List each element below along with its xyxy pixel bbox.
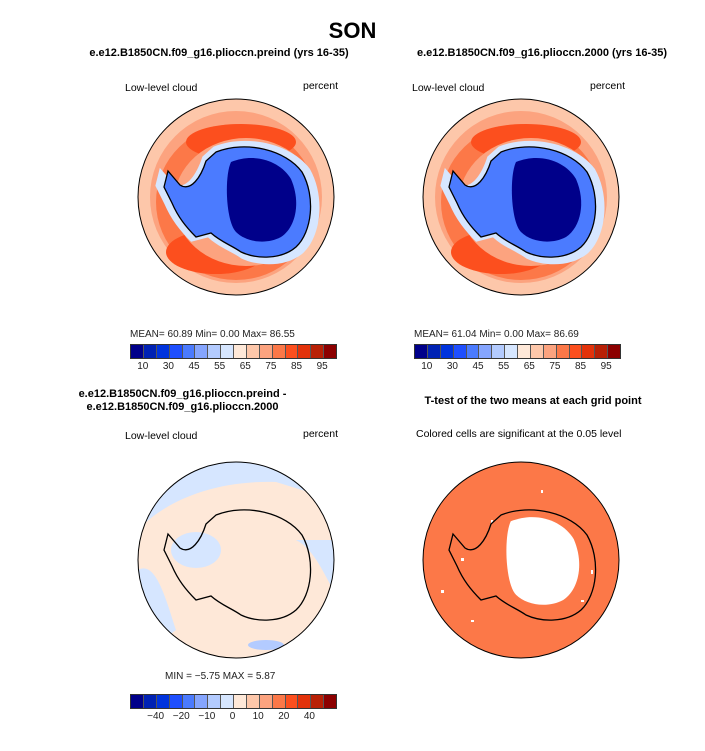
- panel2-variable-label: Low-level cloud: [412, 82, 485, 94]
- colorbar-swatch: [131, 345, 144, 358]
- colorbar-tick-label: 55: [498, 361, 510, 372]
- colorbar-swatch: [556, 345, 570, 358]
- colorbar-swatch: [221, 695, 234, 708]
- map-difference: [138, 462, 334, 658]
- colorbar-swatch: [492, 345, 506, 358]
- colorbar-tick-label: 20: [278, 711, 290, 722]
- colorbar-swatch: [169, 695, 183, 708]
- figure-title: SON: [328, 18, 377, 43]
- map-preind-border: [137, 98, 335, 296]
- colorbar-swatch: [208, 345, 222, 358]
- colorbar-swatch: [221, 345, 234, 358]
- colorbar-swatch: [298, 695, 312, 708]
- colorbar-tick-label: 0: [229, 711, 236, 722]
- colorbar-tick-label: 65: [239, 361, 251, 372]
- colorbar-swatch: [324, 695, 336, 708]
- colorbar-preind: [130, 344, 337, 359]
- colorbar-tick-label: 30: [446, 361, 458, 372]
- colorbar-swatch: [479, 345, 493, 358]
- colorbar-swatch: [298, 345, 312, 358]
- colorbar-swatch: [208, 695, 222, 708]
- colorbar-tick-label: −40: [147, 711, 165, 722]
- colorbar-difference: [130, 694, 337, 709]
- colorbar-swatch: [440, 345, 454, 358]
- colorbar-swatch: [466, 345, 480, 358]
- colorbar-swatch: [285, 345, 299, 358]
- colorbar-swatch: [234, 695, 247, 708]
- colorbar-swatch: [415, 345, 428, 358]
- colorbar-tick-label: 10: [137, 361, 149, 372]
- colorbar-swatch: [143, 695, 157, 708]
- colorbar-swatch: [505, 345, 518, 358]
- colorbar-swatch: [530, 345, 544, 358]
- colorbar-tick-label: 85: [291, 361, 303, 372]
- colorbar-tick-label: 95: [316, 361, 328, 372]
- colorbar-swatch: [608, 345, 620, 358]
- colorbar-swatch: [259, 345, 273, 358]
- colorbar-tick-label: 85: [575, 361, 587, 372]
- colorbar-tick-label: −20: [172, 711, 190, 722]
- map-difference-border: [137, 461, 335, 659]
- panel4-note: Colored cells are significant at the 0.0…: [416, 428, 622, 440]
- colorbar-tick-label: −10: [198, 711, 216, 722]
- map-ttest-border: [422, 461, 620, 659]
- colorbar-swatch: [246, 695, 260, 708]
- panel3-stats: MIN = −5.75 MAX = 5.87: [165, 671, 276, 682]
- colorbar-swatch: [234, 345, 247, 358]
- colorbar-tick-label: 75: [549, 361, 561, 372]
- colorbar-swatch: [311, 345, 325, 358]
- colorbar-swatch: [453, 345, 467, 358]
- colorbar-swatch: [543, 345, 557, 358]
- map-2000: [423, 99, 619, 295]
- map-2000-border: [422, 98, 620, 296]
- panel4-title: T-test of the two means at each grid poi…: [424, 395, 642, 407]
- panel1-stats: MEAN= 60.89 Min= 0.00 Max= 86.55: [130, 329, 295, 340]
- colorbar-swatch: [156, 695, 170, 708]
- colorbar-swatch: [324, 345, 336, 358]
- colorbar-swatch: [285, 695, 299, 708]
- colorbar-tick-label: 55: [214, 361, 226, 372]
- colorbar-swatch: [582, 345, 596, 358]
- colorbar-swatch: [195, 345, 209, 358]
- panel2-title: e.e12.B1850CN.f09_g16.plioccn.2000 (yrs …: [416, 47, 668, 59]
- panel2-stats: MEAN= 61.04 Min= 0.00 Max= 86.69: [414, 329, 579, 340]
- colorbar-2000: [414, 344, 621, 359]
- colorbar-swatch: [595, 345, 609, 358]
- colorbar-swatch: [169, 345, 183, 358]
- panel3-title: e.e12.B1850CN.f09_g16.plioccn.preind - e…: [78, 388, 287, 413]
- panel3-variable-label: Low-level cloud: [125, 430, 198, 442]
- colorbar-tick-label: 95: [600, 361, 612, 372]
- panel3-units-label: percent: [303, 428, 339, 440]
- colorbar-swatch: [569, 345, 583, 358]
- map-preind: [138, 99, 334, 295]
- colorbar-tick-label: 45: [472, 361, 484, 372]
- colorbar-swatch: [182, 345, 196, 358]
- colorbar-tick-label: 45: [188, 361, 200, 372]
- colorbar-swatch: [246, 345, 260, 358]
- colorbar-swatch: [427, 345, 441, 358]
- colorbar-swatch: [156, 345, 170, 358]
- colorbar-tick-label: 65: [523, 361, 535, 372]
- colorbar-swatch: [518, 345, 531, 358]
- panel2-units-label: percent: [590, 80, 626, 92]
- colorbar-swatch: [259, 695, 273, 708]
- panel1-variable-label: Low-level cloud: [125, 82, 198, 94]
- colorbar-tick-label: 40: [303, 711, 315, 722]
- colorbar-swatch: [272, 695, 286, 708]
- colorbar-swatch: [131, 695, 144, 708]
- colorbar-tick-label: 10: [252, 711, 264, 722]
- map-ttest: [423, 462, 619, 658]
- colorbar-swatch: [143, 345, 157, 358]
- colorbar-swatch: [272, 345, 286, 358]
- colorbar-tick-label: 75: [265, 361, 277, 372]
- panel1-units-label: percent: [303, 80, 339, 92]
- colorbar-tick-label: 10: [421, 361, 433, 372]
- colorbar-swatch: [311, 695, 325, 708]
- colorbar-tick-label: 30: [162, 361, 174, 372]
- panel1-title: e.e12.B1850CN.f09_g16.plioccn.preind (yr…: [89, 47, 349, 59]
- colorbar-swatch: [195, 695, 209, 708]
- colorbar-swatch: [182, 695, 196, 708]
